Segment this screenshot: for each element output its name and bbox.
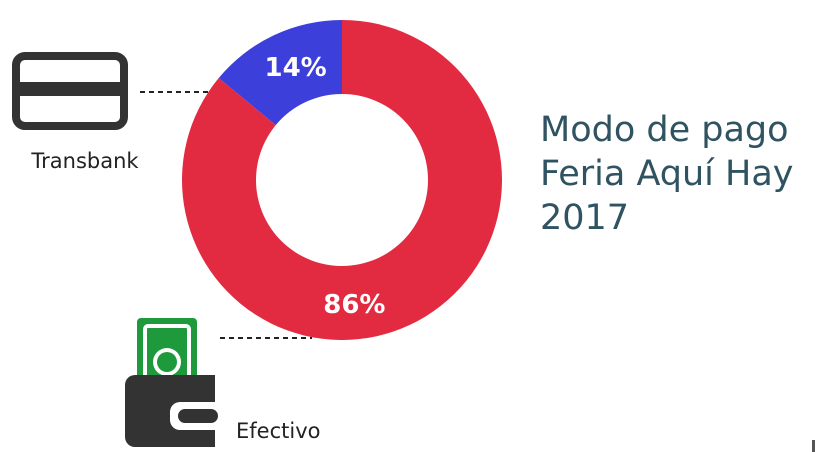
wallet-icon [125,318,225,447]
chart-title: Modo de pago Feria Aquí Hay 2017 [540,110,794,238]
value-label: 86% [323,290,385,320]
card-icon [12,52,128,130]
legend-label: Transbank [30,149,139,173]
donut-slice [218,20,342,126]
legend-label: Efectivo [236,419,320,443]
value-label: 14% [265,53,327,83]
donut-slice [181,20,503,340]
corner-mark [812,440,815,452]
